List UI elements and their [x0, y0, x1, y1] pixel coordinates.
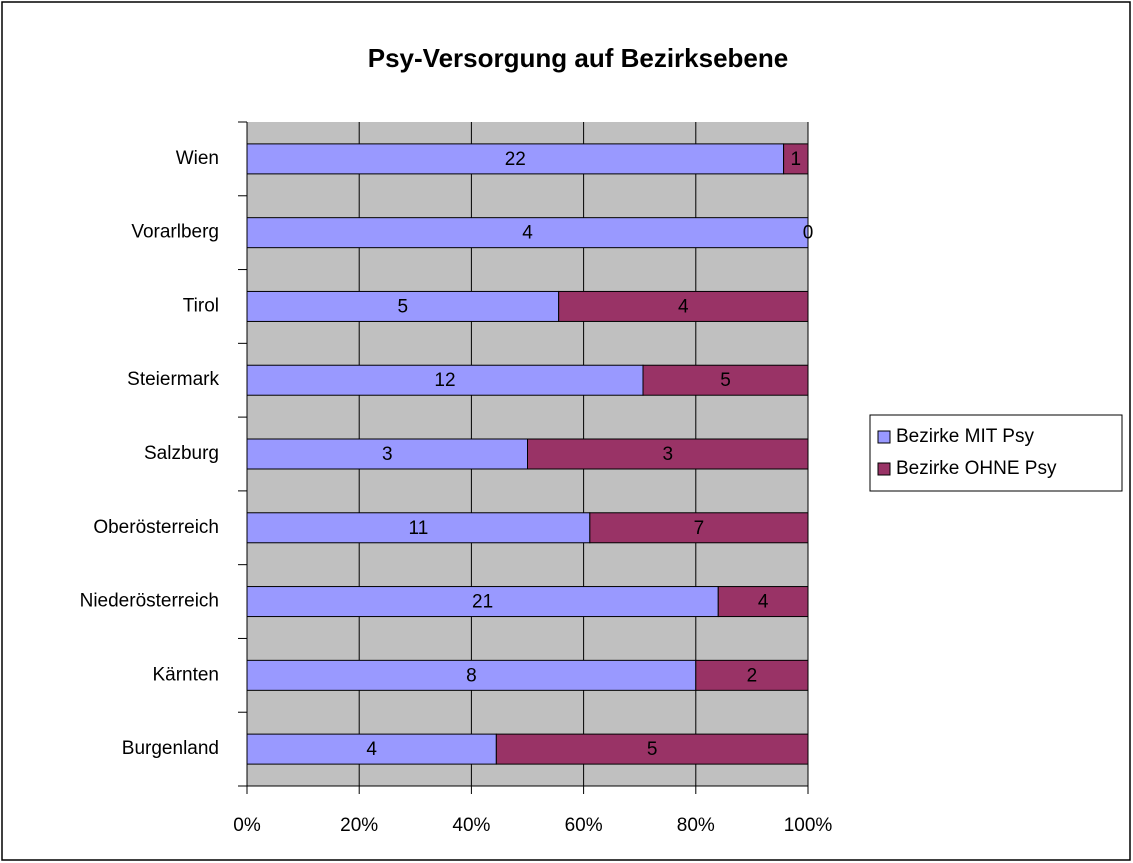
data-label: 4 [522, 223, 533, 244]
bar-segment [246, 290, 560, 322]
legend-label: Bezirke OHNE Psy [896, 458, 1057, 479]
y-tick-label: Vorarlberg [131, 222, 219, 243]
data-label: 3 [382, 444, 393, 465]
bar-segment [246, 217, 809, 249]
legend-box [869, 414, 1123, 492]
bar-segment [246, 512, 591, 544]
data-label: 5 [647, 739, 658, 760]
data-label: 8 [466, 665, 477, 686]
y-tick-label: Oberösterreich [93, 517, 219, 538]
y-tick-label: Tirol [183, 295, 219, 316]
y-tick-label: Wien [176, 148, 219, 169]
data-label: 11 [409, 518, 429, 539]
x-tick-label: 80% [677, 815, 715, 836]
data-label: 0 [803, 223, 814, 244]
data-label: 4 [678, 296, 689, 317]
x-tick-label: 0% [233, 815, 261, 836]
bar-segment [527, 438, 809, 470]
y-tick-label: Steiermark [127, 369, 219, 390]
data-label: 22 [505, 149, 526, 170]
bar-segment [246, 586, 719, 618]
bar-segment [695, 659, 809, 691]
bar-segment [589, 512, 809, 544]
data-label: 4 [758, 592, 769, 613]
x-tick-label: 20% [340, 815, 378, 836]
bar-segment [495, 733, 809, 765]
y-tick-label: Salzburg [144, 443, 219, 464]
data-label: 1 [791, 149, 802, 170]
chart-title: Psy-Versorgung auf Bezirksebene [368, 43, 788, 73]
data-label: 7 [694, 518, 705, 539]
x-tick-label: 100% [784, 815, 833, 836]
legend-swatch [877, 462, 891, 476]
legend-swatch [877, 430, 891, 444]
y-tick-label: Kärnten [152, 664, 219, 685]
y-tick-label: Niederösterreich [80, 591, 219, 612]
data-label: 12 [434, 370, 455, 391]
data-label: 5 [398, 296, 409, 317]
bar-segment [558, 290, 809, 322]
y-tick-label: Burgenland [122, 738, 219, 759]
x-tick-label: 60% [565, 815, 603, 836]
data-label: 4 [366, 739, 377, 760]
data-label: 21 [472, 592, 493, 613]
bar-segment [717, 586, 809, 618]
bar-segment [246, 659, 697, 691]
bar-segment [246, 438, 528, 470]
bar-segment [246, 364, 644, 396]
legend-label: Bezirke MIT Psy [896, 426, 1034, 447]
bar-segment [642, 364, 809, 396]
x-tick-label: 40% [452, 815, 490, 836]
data-label: 2 [747, 665, 758, 686]
data-label: 3 [662, 444, 673, 465]
data-label: 5 [720, 370, 731, 391]
bar-segment [246, 733, 497, 765]
bar-segment [783, 143, 809, 175]
